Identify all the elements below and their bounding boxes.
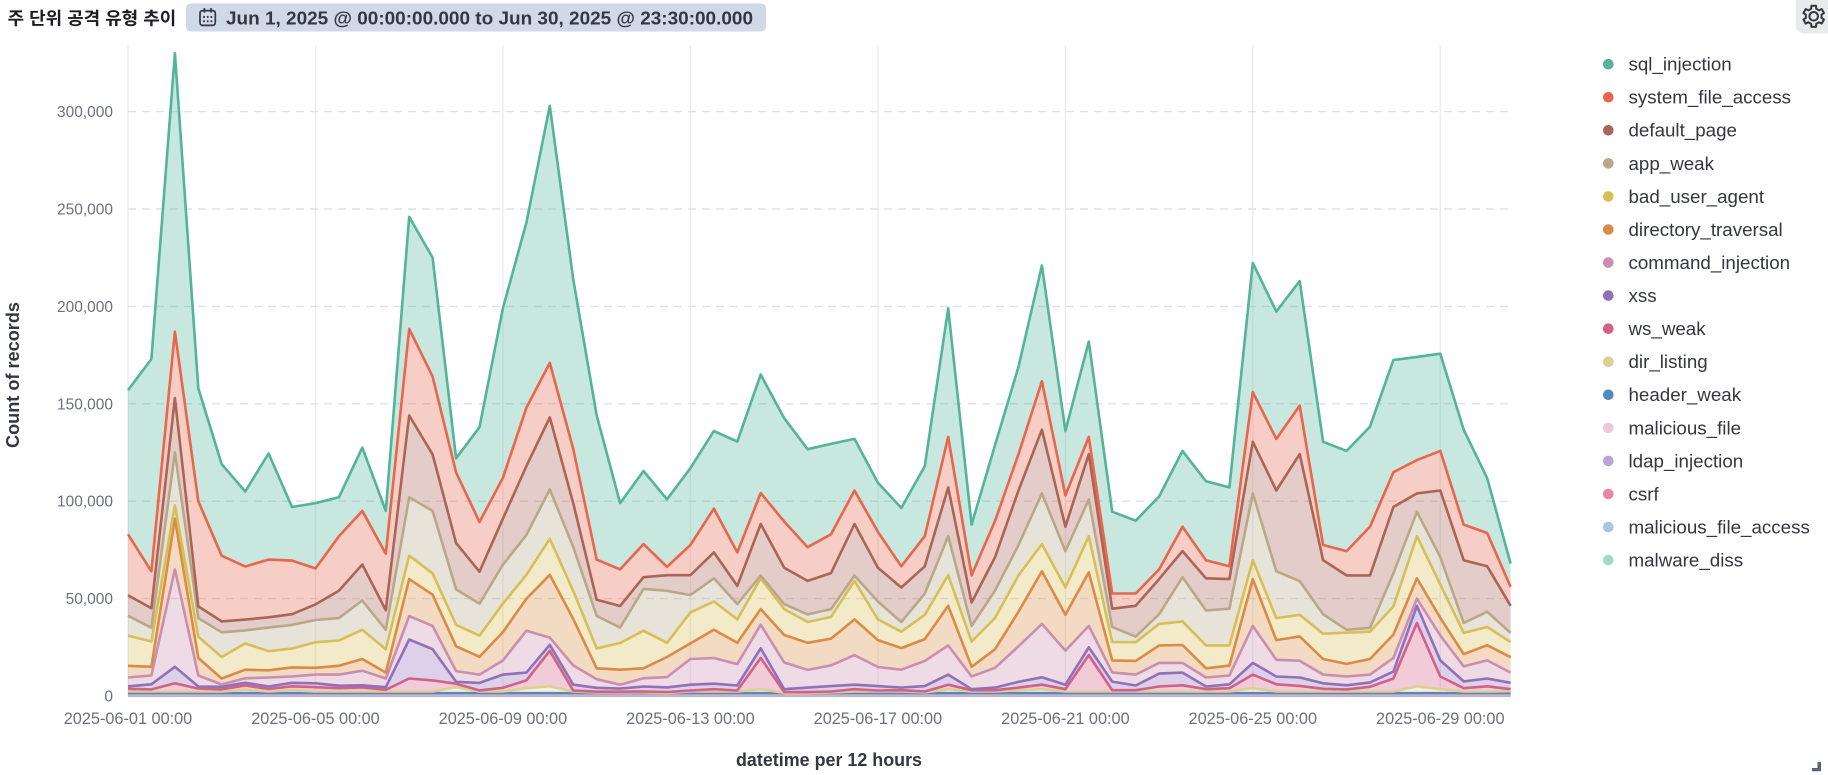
svg-text:50,000: 50,000 bbox=[66, 591, 114, 608]
svg-text:command_injection: command_injection bbox=[1629, 252, 1791, 274]
svg-text:header_weak: header_weak bbox=[1629, 384, 1742, 406]
svg-text:malicious_file_access: malicious_file_access bbox=[1629, 516, 1810, 538]
svg-text:2025-06-05 00:00: 2025-06-05 00:00 bbox=[251, 710, 380, 728]
svg-text:150,000: 150,000 bbox=[57, 396, 113, 413]
svg-text:ldap_injection: ldap_injection bbox=[1629, 450, 1744, 472]
svg-text:250,000: 250,000 bbox=[57, 202, 113, 219]
svg-text:200,000: 200,000 bbox=[57, 299, 113, 316]
svg-text:app_weak: app_weak bbox=[1629, 153, 1715, 175]
svg-text:2025-06-09 00:00: 2025-06-09 00:00 bbox=[439, 710, 568, 728]
svg-text:2025-06-17 00:00: 2025-06-17 00:00 bbox=[814, 710, 943, 728]
svg-text:dir_listing: dir_listing bbox=[1629, 351, 1708, 373]
svg-text:csrf: csrf bbox=[1629, 483, 1660, 504]
svg-text:directory_traversal: directory_traversal bbox=[1629, 219, 1783, 241]
svg-text:2025-06-21 00:00: 2025-06-21 00:00 bbox=[1001, 710, 1130, 728]
svg-text:xss: xss bbox=[1629, 285, 1657, 306]
svg-text:2025-06-01 00:00: 2025-06-01 00:00 bbox=[64, 710, 193, 728]
svg-text:datetime per 12 hours: datetime per 12 hours bbox=[736, 750, 922, 770]
svg-text:system_file_access: system_file_access bbox=[1629, 87, 1792, 109]
svg-text:2025-06-13 00:00: 2025-06-13 00:00 bbox=[626, 710, 755, 728]
svg-text:malicious_file: malicious_file bbox=[1629, 417, 1742, 439]
svg-text:Count of records: Count of records bbox=[3, 302, 23, 448]
svg-text:2025-06-29 00:00: 2025-06-29 00:00 bbox=[1376, 710, 1505, 728]
svg-text:ws_weak: ws_weak bbox=[1628, 318, 1707, 340]
svg-text:sql_injection: sql_injection bbox=[1629, 54, 1732, 76]
svg-text:2025-06-25 00:00: 2025-06-25 00:00 bbox=[1189, 710, 1318, 728]
svg-text:malware_diss: malware_diss bbox=[1629, 550, 1744, 572]
svg-text:Jun 1, 2025 @ 00:00:00.000 to: Jun 1, 2025 @ 00:00:00.000 to Jun 30, 20… bbox=[226, 7, 753, 28]
svg-text:0: 0 bbox=[104, 689, 113, 706]
svg-text:bad_user_agent: bad_user_agent bbox=[1629, 186, 1765, 208]
svg-text:100,000: 100,000 bbox=[57, 494, 113, 511]
svg-text:default_page: default_page bbox=[1629, 120, 1737, 142]
svg-text:300,000: 300,000 bbox=[57, 104, 113, 121]
